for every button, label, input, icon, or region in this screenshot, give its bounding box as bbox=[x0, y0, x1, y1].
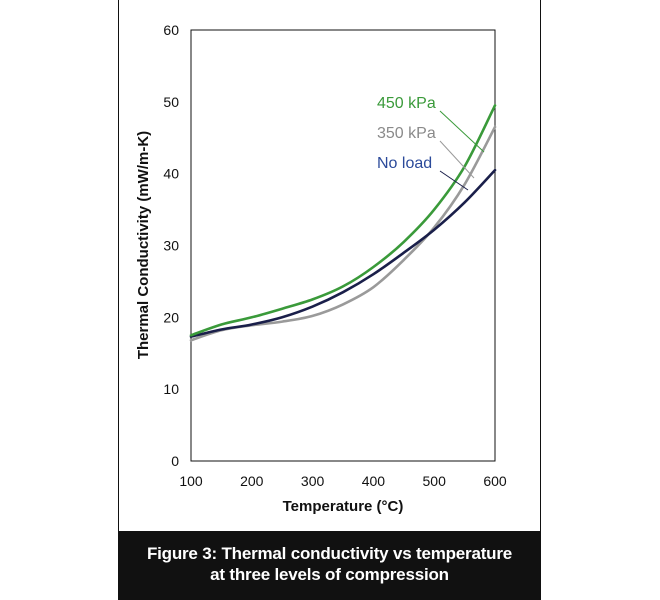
plot-area-border bbox=[190, 29, 496, 462]
x-tick-label: 500 bbox=[423, 473, 447, 489]
x-tick-label: 400 bbox=[362, 473, 386, 489]
caption-line-2: at three levels of compression bbox=[210, 565, 449, 584]
x-tick-label: 600 bbox=[483, 473, 507, 489]
figure-caption: Figure 3: Thermal conductivity vs temper… bbox=[118, 531, 541, 600]
caption-line-1: Figure 3: Thermal conductivity vs temper… bbox=[146, 544, 513, 563]
y-tick-label: 20 bbox=[163, 309, 179, 325]
y-tick-label: 50 bbox=[163, 94, 179, 110]
figure-frame bbox=[118, 0, 541, 600]
y-axis-title: Thermal Conductivity (mW/m-K) bbox=[135, 131, 152, 359]
y-tick-label: 0 bbox=[171, 453, 179, 469]
series-line-no-load bbox=[189, 168, 497, 338]
x-tick-label: 300 bbox=[301, 473, 325, 489]
series-lines bbox=[189, 104, 497, 342]
y-axis-ticks: 0 10 20 30 40 50 60 bbox=[163, 22, 179, 469]
legend-leader-line bbox=[439, 140, 475, 179]
x-axis-ticks: 100 200 300 400 500 600 bbox=[179, 473, 507, 489]
legend-label-350-kpa: 350 kPa bbox=[377, 125, 436, 142]
legend-leader-line bbox=[439, 110, 485, 153]
series-line-450-kpa bbox=[189, 104, 497, 337]
series-line-350-kpa bbox=[189, 125, 497, 342]
y-tick-label: 40 bbox=[163, 166, 179, 182]
x-tick-label: 200 bbox=[240, 473, 264, 489]
y-tick-label: 30 bbox=[163, 238, 179, 254]
legend-label-450-kpa: 450 kPa bbox=[377, 95, 436, 112]
legend-leader-line bbox=[439, 170, 469, 191]
x-tick-label: 100 bbox=[179, 473, 203, 489]
thermal-conductivity-chart: 0 10 20 30 40 50 60 100 200 300 400 500 600 450 kPa… bbox=[135, 22, 507, 515]
y-tick-label: 60 bbox=[163, 22, 179, 38]
x-axis-title: Temperature (°C) bbox=[283, 498, 404, 515]
legend: 450 kPa 350 kPa No load bbox=[377, 95, 485, 191]
y-tick-label: 10 bbox=[163, 381, 179, 397]
legend-label-no-load: No load bbox=[377, 155, 432, 172]
